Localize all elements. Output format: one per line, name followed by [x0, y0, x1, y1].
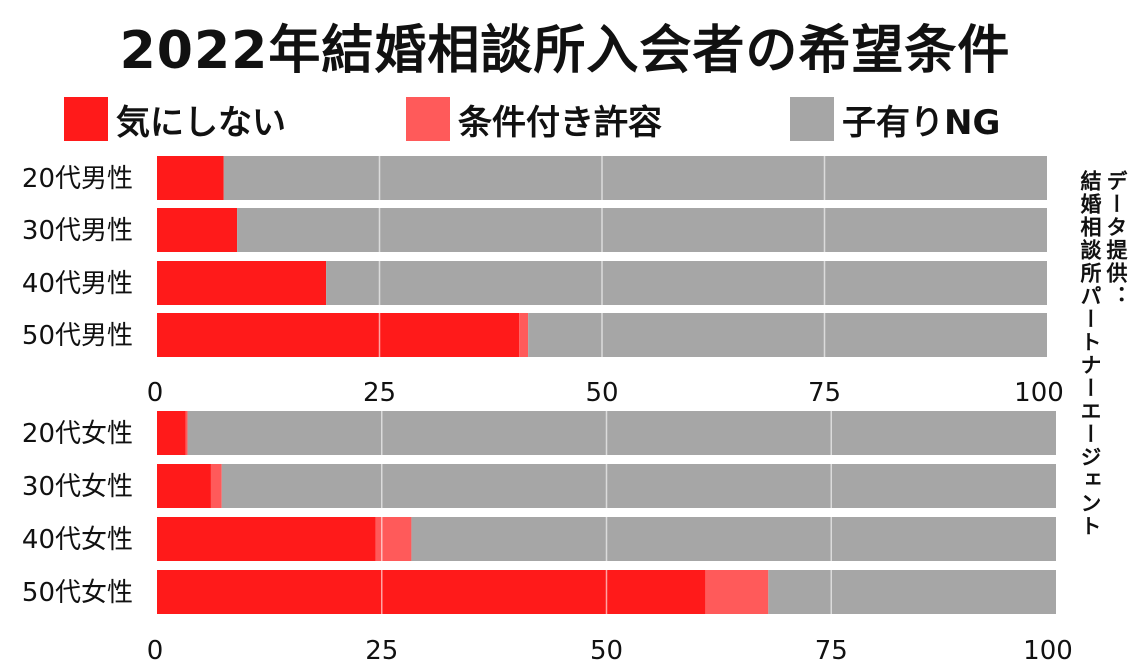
tick-label-p0-t2: 50	[585, 378, 618, 408]
category-label-p1-c2: 40代女性	[22, 525, 133, 555]
category-label-p0-c2: 40代男性	[22, 269, 133, 299]
tick-label-p0-t3: 75	[808, 378, 841, 408]
bar-p0-c1-s2	[237, 208, 1048, 252]
bar-p1-c0-s0	[157, 411, 186, 455]
legend-item-no-concern: 気にしない	[64, 96, 286, 143]
bar-p0-c2-s0	[157, 261, 327, 305]
bar-p1-c2-s2	[411, 517, 1056, 561]
legend-swatch-children-ng	[790, 97, 834, 141]
legend-label-conditional: 条件付き許容	[458, 102, 662, 143]
bar-p0-c1-s0	[157, 208, 238, 252]
bar-p1-c2-s1	[375, 517, 412, 561]
bar-p1-c3-s0	[157, 570, 706, 614]
chart-title: 2022年結婚相談所入会者の希望条件	[119, 21, 1011, 81]
bar-p0-c3-s0	[157, 313, 520, 357]
legend-swatch-no-concern	[64, 97, 108, 141]
category-label-p1-c3: 50代女性	[22, 578, 133, 608]
legend-item-children-ng: 子有りNG	[790, 96, 1001, 143]
tick-label-p1-t3: 75	[815, 636, 848, 665]
tick-label-p1-t0: 0	[147, 636, 164, 665]
bar-p1-c2-s0	[157, 517, 376, 561]
bar-p1-c1-s1	[210, 464, 222, 508]
bar-p1-c0-s2	[187, 411, 1057, 455]
category-label-p0-c3: 50代男性	[22, 321, 133, 351]
bar-p1-c1-s0	[157, 464, 211, 508]
bar-p0-c2-s2	[326, 261, 1048, 305]
credit-line-2: 結婚相談所パートナーエージェント	[1078, 170, 1102, 538]
legend-label-children-ng: 子有りNG	[842, 102, 1001, 143]
tick-label-p0-t1: 25	[363, 378, 396, 408]
tick-label-p1-t1: 25	[365, 636, 398, 665]
tick-label-p0-t0: 0	[147, 378, 164, 408]
credit-line-1: データ提供：	[1104, 170, 1128, 308]
tick-label-p1-t2: 50	[590, 636, 623, 665]
tick-label-p1-t4: 100	[1023, 636, 1073, 665]
category-label-p0-c0: 20代男性	[22, 164, 133, 194]
category-label-p1-c0: 20代女性	[22, 419, 133, 449]
bar-p0-c0-s0	[157, 156, 224, 200]
bar-p0-c0-s2	[223, 156, 1047, 200]
tick-label-p0-t4: 100	[1014, 378, 1064, 408]
bar-p0-c3-s1	[519, 313, 529, 357]
bar-p1-c0-s1	[185, 411, 188, 455]
legend-swatch-conditional	[406, 97, 450, 141]
category-label-p0-c1: 30代男性	[22, 216, 133, 246]
legend-label-no-concern: 気にしない	[116, 102, 286, 143]
bar-p1-c3-s1	[705, 570, 769, 614]
legend: 気にしない 条件付き許容 子有りNG	[0, 96, 1140, 143]
bar-p1-c1-s2	[221, 464, 1056, 508]
legend-item-conditional: 条件付き許容	[406, 96, 662, 143]
category-label-p1-c1: 30代女性	[22, 472, 133, 502]
bar-p0-c3-s2	[528, 313, 1047, 357]
bar-p1-c3-s2	[768, 570, 1056, 614]
